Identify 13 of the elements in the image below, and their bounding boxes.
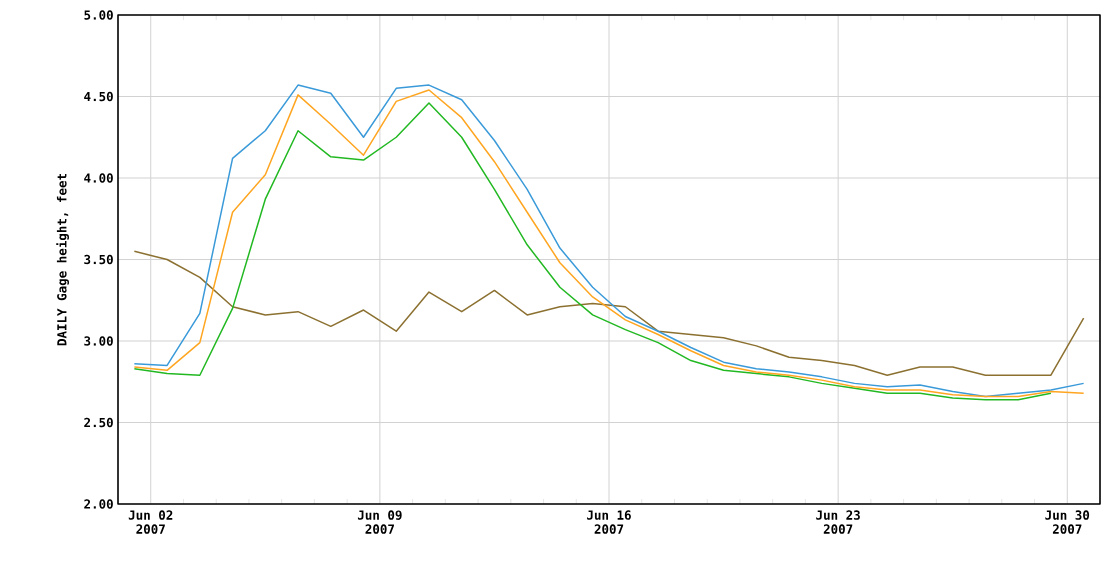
y-tick-label: 2.00 [84, 499, 113, 509]
y-tick-label: 2.50 [84, 417, 113, 428]
y-axis-title: DAILY Gage height, feet [56, 173, 69, 346]
y-tick-label: 3.00 [84, 336, 113, 346]
y-tick-label: 4.50 [84, 91, 113, 102]
y-tick-label: 5.00 [84, 10, 113, 20]
y-tick-label: 4.00 [84, 173, 113, 183]
x-tick-label: Jun 23 2007 [816, 510, 860, 534]
y-tick-label: 3.50 [84, 254, 113, 265]
x-tick-label: Jun 30 2007 [1045, 510, 1090, 534]
x-tick-label: Jun 02 2007 [128, 510, 173, 534]
x-tick-label: Jun 16 2007 [587, 510, 631, 534]
x-tick-label: Jun 09 2007 [357, 510, 402, 534]
